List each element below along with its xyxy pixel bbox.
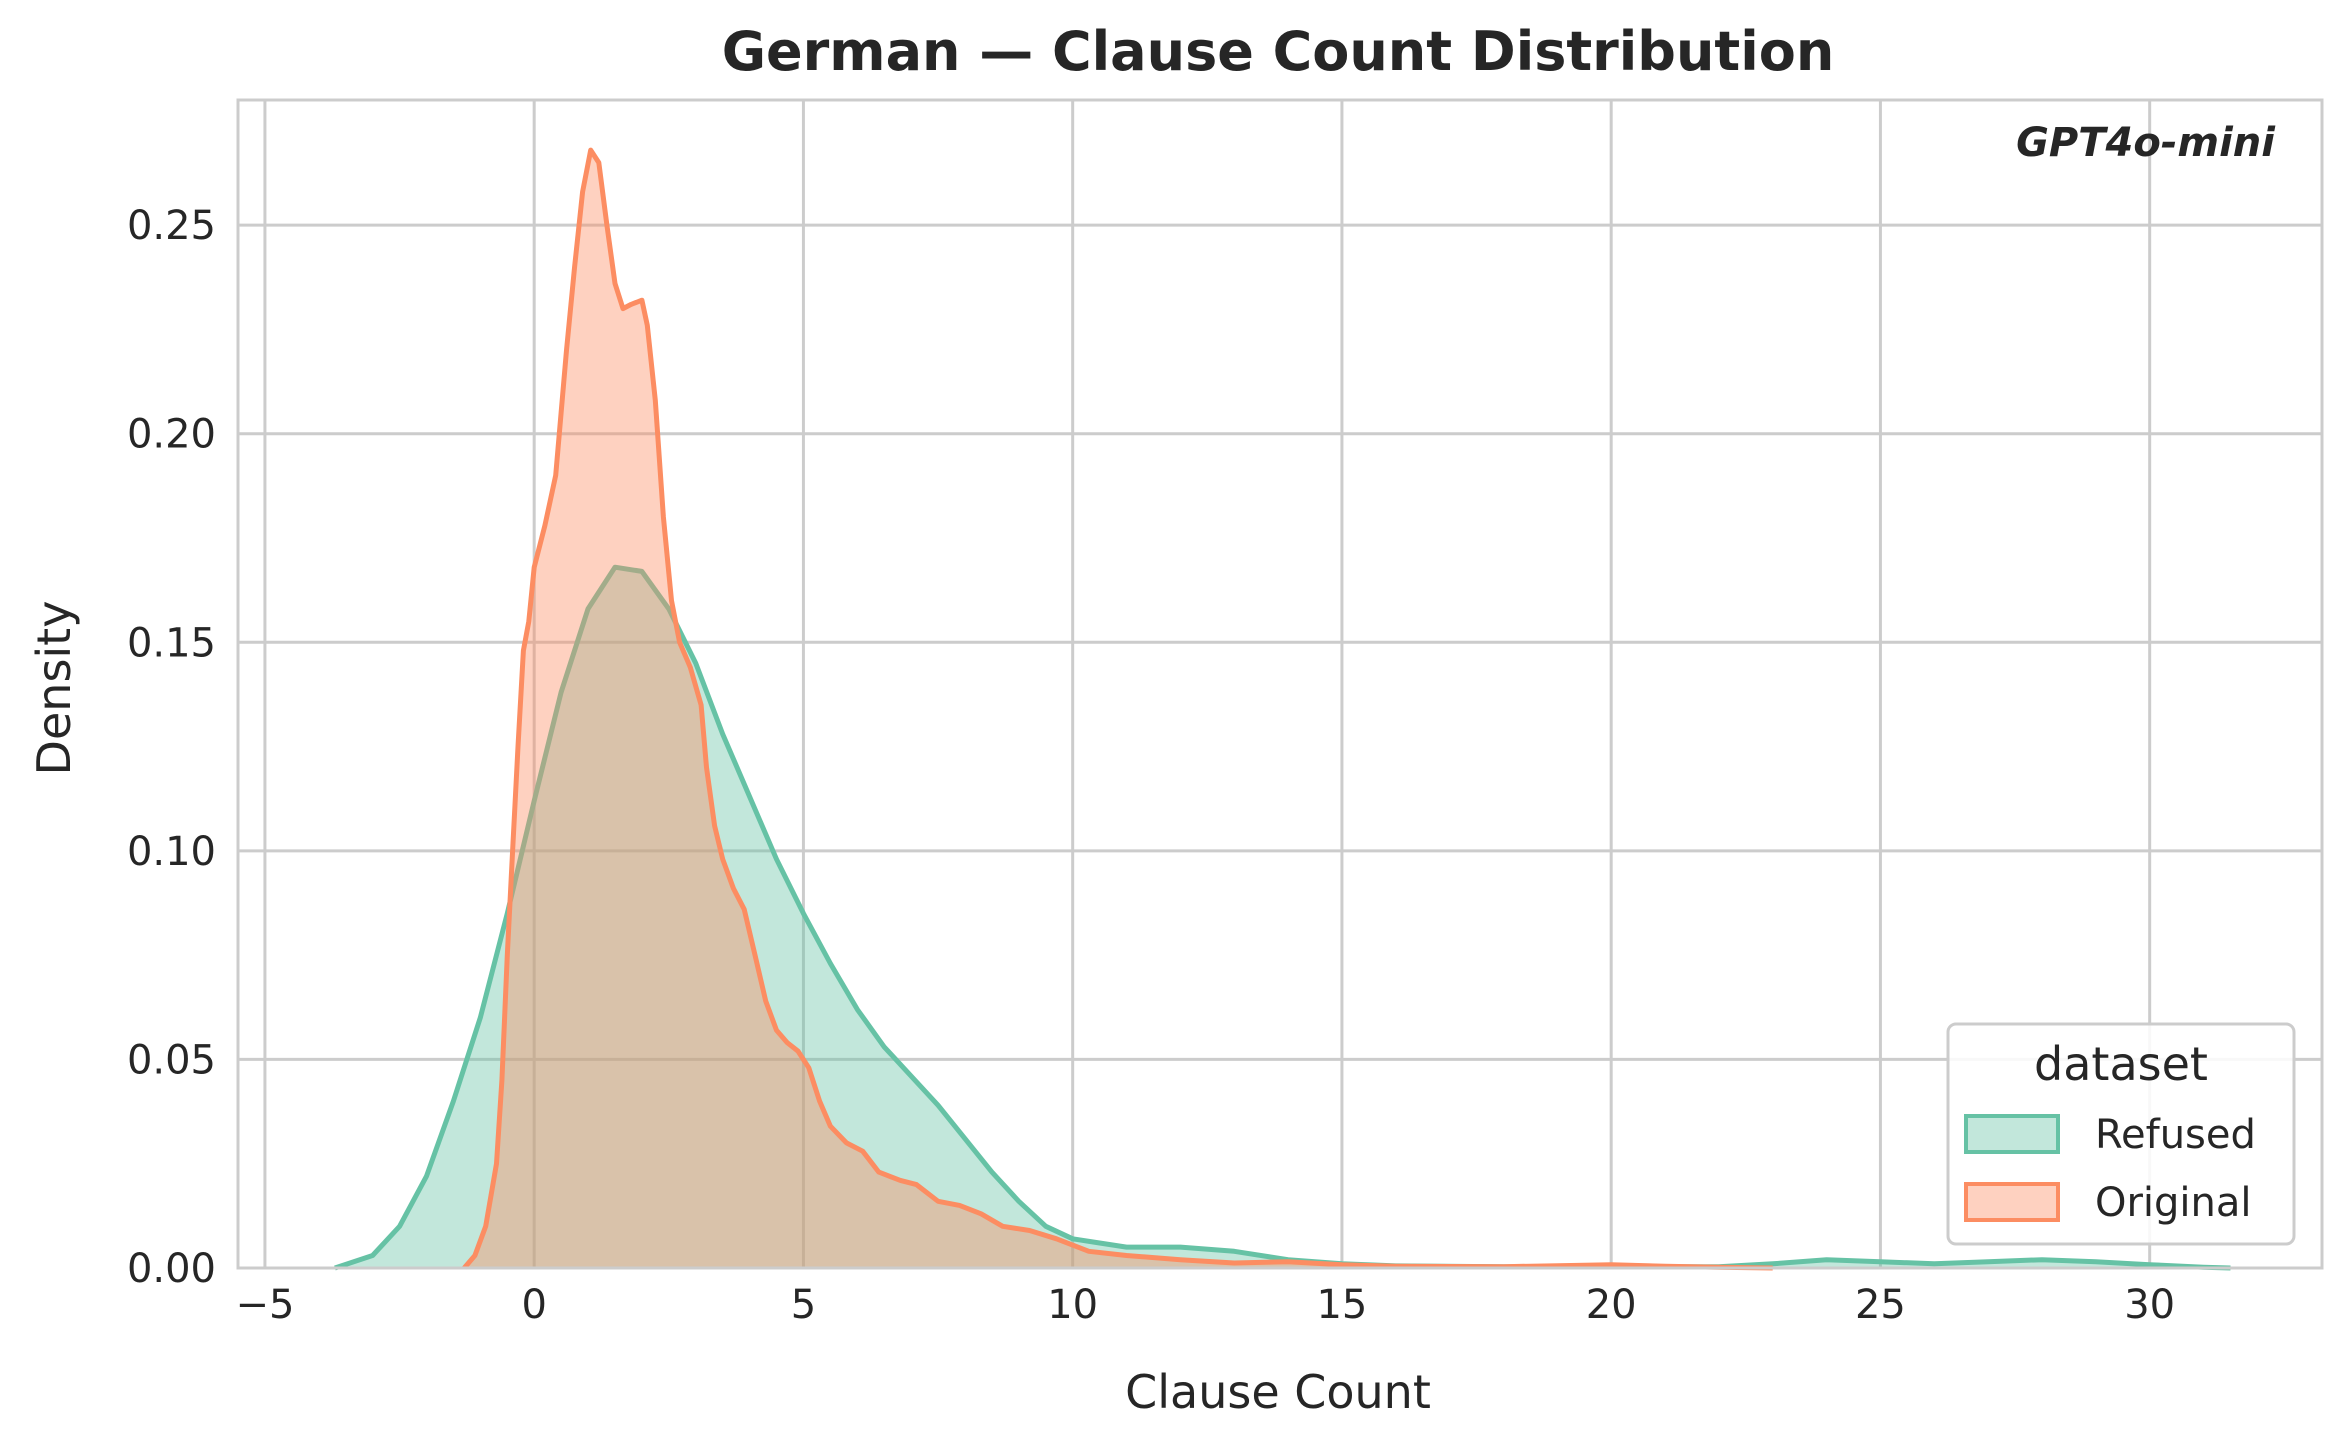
x-axis-label: Clause Count bbox=[1125, 1365, 1431, 1419]
y-tick-label: 0.00 bbox=[127, 1246, 216, 1292]
x-tick-label: 25 bbox=[1855, 1282, 1906, 1328]
legend-swatch-refused bbox=[1964, 1114, 2060, 1154]
legend[interactable]: dataset Refused Original bbox=[1946, 1022, 2296, 1246]
x-tick-label: 20 bbox=[1586, 1282, 1637, 1328]
y-tick-label: 0.15 bbox=[127, 620, 216, 666]
x-tick-label: 15 bbox=[1316, 1282, 1367, 1328]
x-tick-label: 30 bbox=[2124, 1282, 2175, 1328]
y-axis-label: Density bbox=[27, 601, 81, 776]
y-tick-label: 0.10 bbox=[127, 829, 216, 875]
x-tick-label: −5 bbox=[235, 1282, 294, 1328]
legend-swatch-original bbox=[1964, 1182, 2060, 1222]
x-tick-label: 0 bbox=[521, 1282, 546, 1328]
chart-title: German — Clause Count Distribution bbox=[722, 20, 1835, 83]
x-tick-label: 5 bbox=[791, 1282, 816, 1328]
tick-labels: −5 0 5 10 15 20 25 30 0.00 0.05 0.10 0.15 0.20 0.25 bbox=[127, 203, 2175, 1328]
plot-area bbox=[334, 147, 2231, 1271]
density-line-original bbox=[462, 147, 1773, 1271]
legend-label-refused: Refused bbox=[2095, 1112, 2256, 1158]
y-tick-label: 0.20 bbox=[127, 412, 216, 458]
model-annotation: GPT4o-mini bbox=[2016, 120, 2276, 166]
y-tick-label: 0.25 bbox=[127, 203, 216, 249]
legend-box bbox=[1946, 1022, 2296, 1246]
plot-frame bbox=[236, 98, 2324, 1270]
legend-title: dataset bbox=[2034, 1037, 2208, 1091]
legend-label-original: Original bbox=[2095, 1180, 2252, 1226]
density-area-refused bbox=[334, 567, 2231, 1268]
density-line-refused bbox=[334, 564, 2231, 1271]
density-area-original bbox=[464, 150, 1773, 1269]
y-tick-label: 0.05 bbox=[127, 1037, 216, 1083]
x-tick-label: 10 bbox=[1047, 1282, 1098, 1328]
